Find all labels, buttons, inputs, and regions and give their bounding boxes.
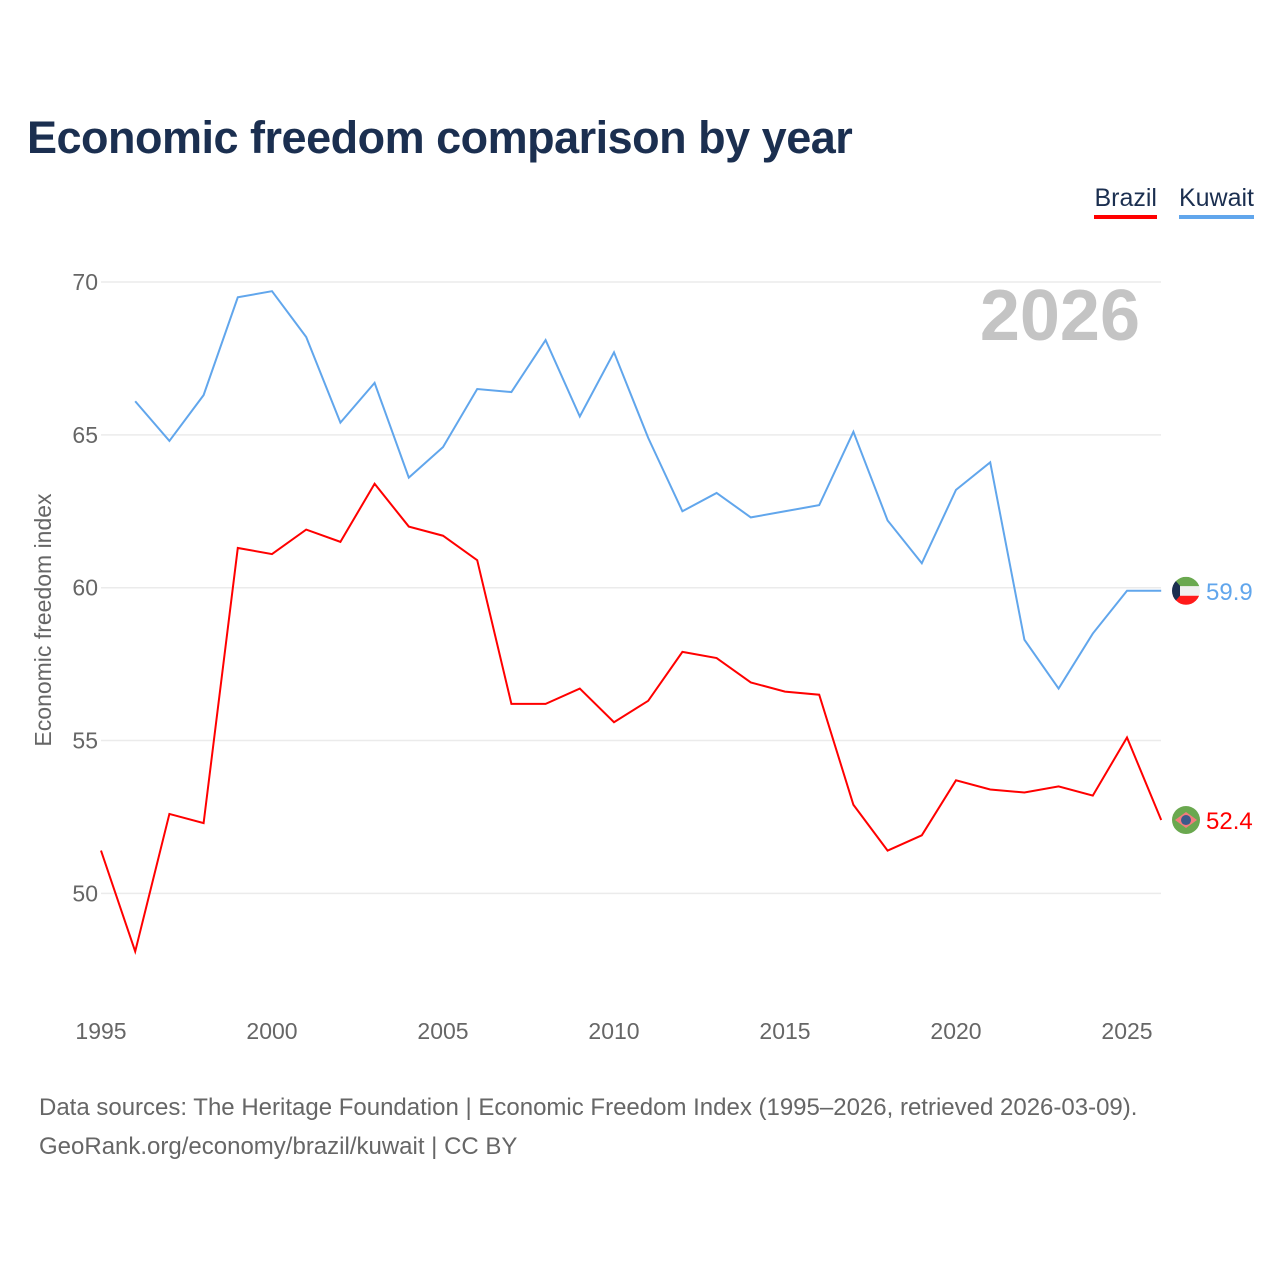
y-tick-label: 65 [72, 422, 98, 448]
year-watermark: 2026 [980, 276, 1140, 356]
y-tick-label: 50 [72, 880, 98, 906]
brazil-flag-icon [1172, 806, 1200, 835]
legend-brazil[interactable]: Brazil [1094, 184, 1157, 219]
legend: Brazil Kuwait [1094, 184, 1254, 219]
x-tick-label: 2020 [930, 1018, 981, 1044]
page-title: Economic freedom comparison by year [27, 112, 853, 163]
y-tick-label: 55 [72, 728, 98, 754]
source-line-1: Data sources: The Heritage Foundation | … [39, 1094, 1138, 1121]
x-tick-label: 2000 [246, 1018, 297, 1044]
x-tick-label: 2005 [417, 1018, 468, 1044]
legend-kuwait[interactable]: Kuwait [1178, 184, 1254, 219]
y-tick-label: 70 [72, 269, 98, 295]
y-tick-label: 60 [72, 575, 98, 601]
source-line-2[interactable]: GeoRank.org/economy/brazil/kuwait | CC B… [39, 1133, 518, 1160]
x-tick-label: 2015 [759, 1018, 810, 1044]
x-tick-label: 2010 [588, 1018, 639, 1044]
x-tick-label: 2025 [1101, 1018, 1152, 1044]
y-axis-label: Economic freedom index [30, 493, 56, 747]
end-value-label-brazil: 52.4 [1206, 808, 1253, 835]
end-value-label-kuwait: 59.9 [1206, 579, 1253, 606]
series-line-brazil [100, 482, 1163, 956]
kuwait-flag-icon [1172, 576, 1200, 605]
series-line-kuwait [134, 290, 1162, 691]
x-tick-label: 1995 [75, 1018, 126, 1044]
source-note: Data sources: The Heritage Foundation | … [39, 1088, 1137, 1166]
